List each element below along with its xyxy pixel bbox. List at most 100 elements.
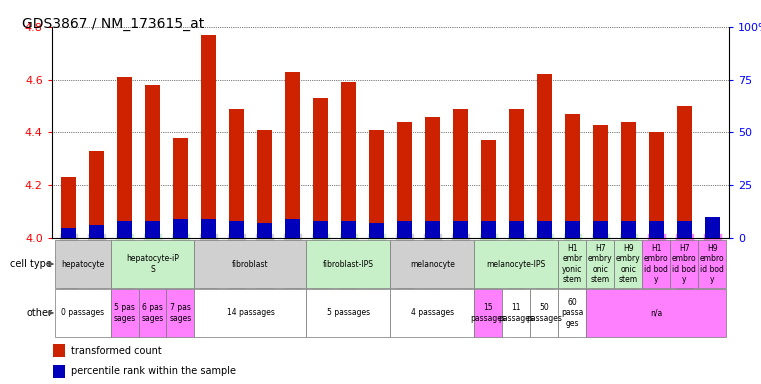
Bar — [256, 130, 272, 238]
Bar — [508, 221, 524, 238]
FancyBboxPatch shape — [642, 240, 670, 288]
Bar — [285, 219, 300, 238]
Bar — [677, 106, 692, 238]
Bar — [537, 74, 552, 238]
Bar — [481, 141, 496, 238]
Bar — [61, 177, 76, 238]
FancyBboxPatch shape — [110, 240, 195, 288]
Text: H9
embry
onic
stem: H9 embry onic stem — [616, 244, 641, 284]
Text: 4 passages: 4 passages — [411, 308, 454, 318]
Bar — [341, 82, 356, 238]
Bar — [565, 114, 580, 238]
Text: 14 passages: 14 passages — [227, 308, 275, 318]
Text: hepatocyte-iP
S: hepatocyte-iP S — [126, 254, 179, 274]
Text: 5 pas
sages: 5 pas sages — [113, 303, 135, 323]
FancyBboxPatch shape — [586, 289, 726, 337]
Bar — [53, 365, 65, 377]
FancyBboxPatch shape — [502, 289, 530, 337]
FancyBboxPatch shape — [559, 289, 586, 337]
Bar — [620, 122, 636, 238]
Bar — [648, 132, 664, 238]
FancyBboxPatch shape — [167, 289, 195, 337]
Bar — [705, 217, 720, 238]
Bar — [396, 122, 412, 238]
Bar — [313, 98, 328, 238]
Bar — [89, 225, 104, 238]
Text: other: other — [27, 308, 53, 318]
Text: cell type: cell type — [11, 259, 53, 269]
Bar — [396, 221, 412, 238]
Bar — [425, 117, 440, 238]
Bar — [173, 219, 188, 238]
FancyBboxPatch shape — [139, 289, 167, 337]
Bar — [453, 221, 468, 238]
Bar — [481, 221, 496, 238]
Text: 15
passages: 15 passages — [470, 303, 506, 323]
Bar — [173, 138, 188, 238]
FancyBboxPatch shape — [559, 240, 586, 288]
Bar — [285, 72, 300, 238]
Text: 7 pas
sages: 7 pas sages — [170, 303, 192, 323]
Bar — [229, 109, 244, 238]
Text: hepatocyte: hepatocyte — [61, 260, 104, 268]
Text: 60
passa
ges: 60 passa ges — [561, 298, 584, 328]
FancyBboxPatch shape — [474, 289, 502, 337]
Bar — [677, 221, 692, 238]
FancyBboxPatch shape — [390, 240, 474, 288]
Bar — [313, 221, 328, 238]
Bar — [620, 221, 636, 238]
FancyBboxPatch shape — [55, 240, 110, 288]
Text: H7
embry
onic
stem: H7 embry onic stem — [588, 244, 613, 284]
FancyBboxPatch shape — [307, 240, 390, 288]
FancyBboxPatch shape — [55, 289, 110, 337]
Text: H9
embro
id bod
y: H9 embro id bod y — [700, 244, 724, 284]
FancyBboxPatch shape — [586, 240, 614, 288]
Text: H1
embr
yonic
stem: H1 embr yonic stem — [562, 244, 582, 284]
Text: 11
passages: 11 passages — [498, 303, 534, 323]
Bar — [648, 221, 664, 238]
FancyBboxPatch shape — [530, 289, 559, 337]
FancyBboxPatch shape — [670, 240, 699, 288]
Text: H7
embro
id bod
y: H7 embro id bod y — [672, 244, 696, 284]
Bar — [145, 221, 161, 238]
Bar — [368, 223, 384, 238]
Text: fibroblast: fibroblast — [232, 260, 269, 268]
Bar — [229, 221, 244, 238]
FancyBboxPatch shape — [474, 240, 559, 288]
Bar — [425, 221, 440, 238]
Bar — [537, 221, 552, 238]
Bar — [453, 109, 468, 238]
FancyBboxPatch shape — [195, 240, 307, 288]
Bar — [705, 220, 720, 238]
Bar — [117, 77, 132, 238]
Bar — [61, 227, 76, 238]
Text: melanocyte-IPS: melanocyte-IPS — [487, 260, 546, 268]
Text: H1
embro
id bod
y: H1 embro id bod y — [644, 244, 669, 284]
Text: 5 passages: 5 passages — [327, 308, 370, 318]
Text: percentile rank within the sample: percentile rank within the sample — [71, 366, 236, 376]
FancyBboxPatch shape — [614, 240, 642, 288]
Text: 0 passages: 0 passages — [61, 308, 104, 318]
Text: melanocyte: melanocyte — [410, 260, 455, 268]
Bar — [201, 219, 216, 238]
Text: n/a: n/a — [650, 308, 662, 318]
FancyBboxPatch shape — [110, 289, 139, 337]
Text: transformed count: transformed count — [71, 346, 161, 356]
Bar — [201, 35, 216, 238]
Text: GDS3867 / NM_173615_at: GDS3867 / NM_173615_at — [21, 17, 204, 31]
FancyBboxPatch shape — [699, 240, 726, 288]
Bar — [53, 344, 65, 357]
Bar — [593, 124, 608, 238]
Bar — [341, 221, 356, 238]
Text: 50
passages: 50 passages — [527, 303, 562, 323]
Bar — [593, 221, 608, 238]
Bar — [89, 151, 104, 238]
Bar — [508, 109, 524, 238]
Bar — [145, 85, 161, 238]
FancyBboxPatch shape — [390, 289, 474, 337]
Bar — [565, 221, 580, 238]
Text: 6 pas
sages: 6 pas sages — [142, 303, 164, 323]
FancyBboxPatch shape — [195, 289, 307, 337]
Bar — [117, 221, 132, 238]
FancyBboxPatch shape — [307, 289, 390, 337]
